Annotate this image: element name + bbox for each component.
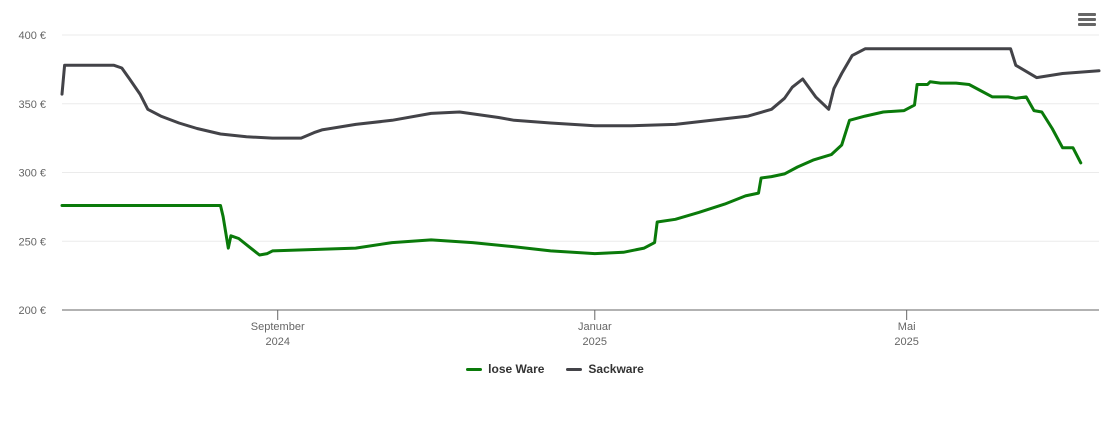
y-tick-label: 400 €	[18, 30, 46, 42]
legend-swatch-sackware	[566, 367, 583, 371]
hamburger-menu-icon	[1076, 13, 1098, 26]
series-line-lose-ware[interactable]	[60, 80, 1083, 257]
legend-label-lose-ware: lose Ware	[488, 362, 545, 376]
legend-swatch-lose-ware	[466, 367, 483, 371]
axes	[62, 309, 1099, 320]
x-tick-label-month: September	[251, 321, 305, 333]
y-tick-label: 200 €	[18, 305, 46, 317]
x-axis-labels: September 2024 Januar 2025 Mai 2025	[251, 321, 919, 348]
y-tick-label: 350 €	[18, 99, 46, 111]
x-tick-label-year: 2025	[894, 336, 918, 348]
grid-lines	[62, 34, 1099, 242]
chart-legend: lose Ware Sackware	[0, 362, 1110, 376]
y-tick-label: 300 €	[18, 168, 46, 180]
x-tick-label-month: Mai	[898, 321, 916, 333]
chart-menu-button[interactable]	[1076, 11, 1098, 31]
x-tick-label-year: 2024	[265, 336, 289, 348]
series-lines	[60, 47, 1101, 257]
y-tick-label: 250 €	[18, 236, 46, 248]
series-line-sackware[interactable]	[60, 47, 1101, 140]
line-chart: 200 € 250 € 300 € 350 € 400 € September 2024 J…	[18, 30, 1101, 348]
legend-item-lose-ware[interactable]: lose Ware	[466, 362, 544, 376]
x-tick-label-month: Januar	[578, 321, 612, 333]
legend-item-sackware[interactable]: Sackware	[566, 362, 644, 376]
x-tick-label-year: 2025	[583, 336, 607, 348]
y-axis-labels: 200 € 250 € 300 € 350 € 400 €	[18, 30, 46, 317]
legend-label-sackware: Sackware	[588, 362, 644, 376]
